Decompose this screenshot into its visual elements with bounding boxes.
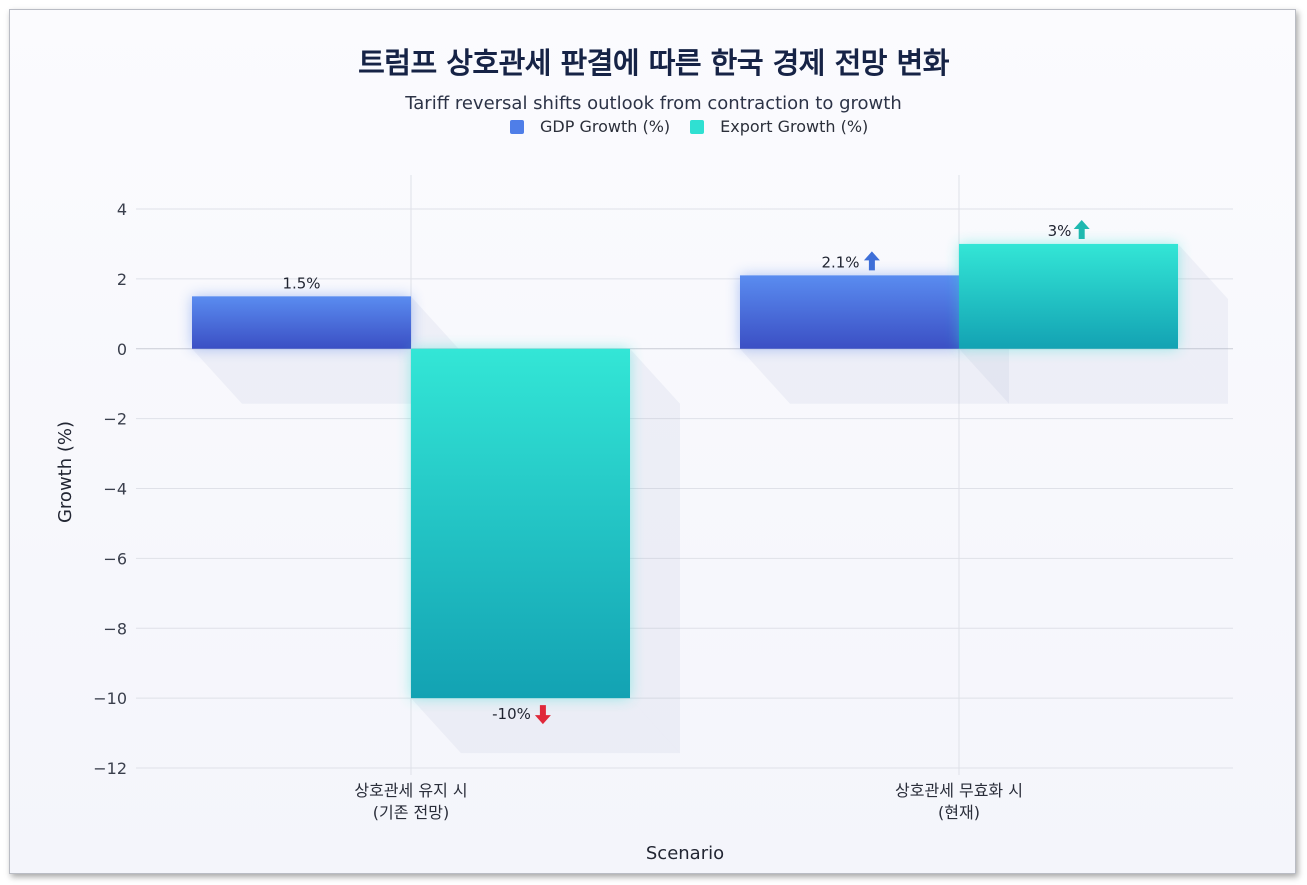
arrow-up-icon: [863, 251, 880, 271]
y-axis-title: Growth (%): [55, 421, 76, 523]
chart-frame: [9, 9, 1296, 874]
x-tick-label: 상호관세 유지 시: [354, 781, 467, 800]
legend: GDP Growth (%) Export Growth (%): [510, 117, 888, 136]
legend-label-export: Export Growth (%): [720, 117, 869, 136]
y-tick-label: −10: [93, 689, 127, 708]
x-axis-title: Scenario: [646, 843, 724, 864]
bar-shadow: [192, 348, 461, 404]
data-label: 1.5%: [282, 274, 320, 292]
arrow-down-icon: [534, 705, 551, 725]
y-tick-label: 0: [117, 340, 127, 359]
bar-gdp: [740, 275, 959, 349]
bar-shadow: [411, 698, 680, 754]
bars: [192, 243, 1178, 699]
legend-swatch-export: [690, 119, 705, 134]
chart-subtitle: Tariff reversal shifts outlook from cont…: [405, 93, 902, 114]
y-tick-label: −8: [103, 619, 127, 638]
bar-export: [959, 243, 1178, 349]
bar-shadow: [630, 348, 680, 754]
legend-item-export: Export Growth (%): [690, 117, 868, 136]
bar-shadows: [192, 243, 1228, 754]
bar-export: [411, 348, 630, 699]
arrow-up-icon: [1073, 219, 1090, 239]
legend-item-gdp: GDP Growth (%): [510, 117, 670, 136]
x-tick-label: (기존 전망): [373, 803, 449, 822]
bar-shadow: [1178, 243, 1228, 404]
y-tick-label: −4: [103, 480, 127, 499]
data-label: 3%: [1048, 222, 1072, 240]
bar-shadow: [740, 348, 1009, 404]
chart-title: 트럼프 상호관세 판결에 따른 한국 경제 전망 변화: [358, 46, 949, 80]
x-tick-label: (현재): [938, 803, 980, 822]
legend-label-gdp: GDP Growth (%): [540, 117, 671, 136]
x-tick-label: 상호관세 무효화 시: [895, 781, 1023, 800]
data-label: 2.1%: [821, 253, 859, 271]
axes: 4 2 0 −2 −4 −6 −8 −10 −12 상호관세 유지 시 (기존 전망) 상호관세 무효…: [93, 200, 1023, 822]
data-labels: 1.5% 2.1% -10% 3%: [282, 219, 1090, 725]
y-tick-label: 2: [117, 270, 127, 289]
legend-swatch-gdp: [510, 119, 524, 134]
y-tick-label: 4: [117, 200, 127, 219]
bar-shadow: [959, 348, 1228, 404]
data-label: -10%: [492, 705, 531, 723]
y-tick-label: −6: [103, 549, 127, 568]
y-tick-label: −2: [103, 410, 127, 429]
bar-gdp: [192, 296, 411, 349]
y-tick-label: −12: [93, 759, 127, 778]
